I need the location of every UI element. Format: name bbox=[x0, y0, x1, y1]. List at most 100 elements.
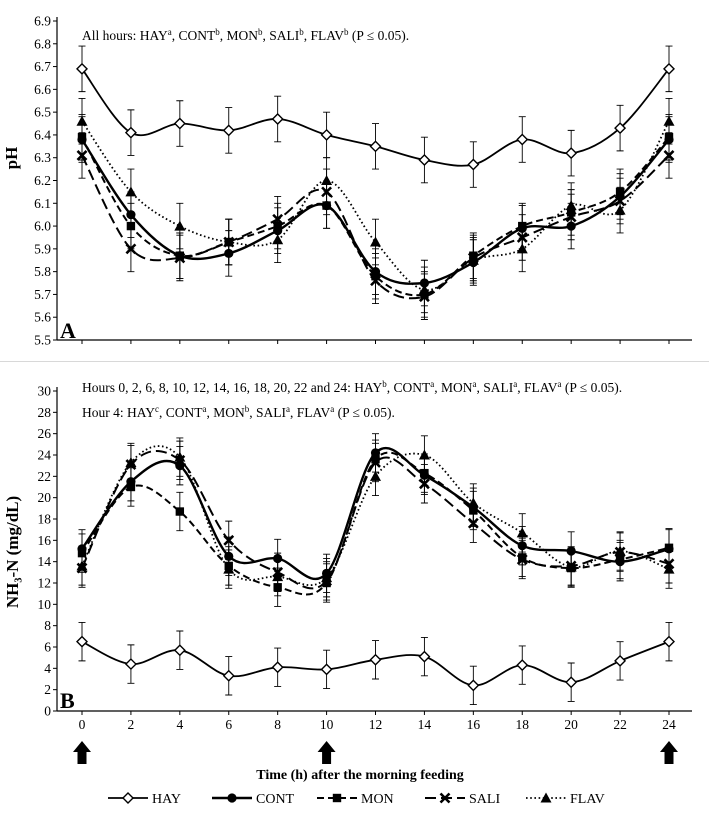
data-point-flav bbox=[76, 560, 88, 571]
data-point-flav bbox=[418, 284, 430, 295]
data-point-flav bbox=[663, 115, 675, 126]
data-point-hay bbox=[369, 140, 382, 153]
data-point-hay bbox=[516, 659, 529, 672]
panel-b-y-tick-label: 0 bbox=[44, 704, 51, 719]
panel-b-y-tick-label: 12 bbox=[38, 576, 52, 591]
data-point-flav bbox=[565, 200, 577, 211]
legend-marker-hay bbox=[122, 792, 134, 804]
data-point-flav bbox=[223, 236, 235, 247]
x-axis-label: Time (h) after the morning feeding bbox=[256, 768, 464, 783]
legend-marker-flav bbox=[540, 792, 552, 803]
panel-a-ylabel: pH bbox=[2, 147, 21, 170]
panel-b-y-tick-label: 20 bbox=[38, 490, 52, 505]
panel-a-y-tick-label: 5.7 bbox=[34, 287, 51, 302]
data-point-hay bbox=[418, 650, 431, 663]
data-point-hay bbox=[320, 128, 333, 141]
legend-marker-cont bbox=[227, 793, 237, 803]
data-point-flav bbox=[272, 234, 284, 245]
legend-label: SALI bbox=[469, 792, 500, 807]
panel-a-y-tick-label: 6.4 bbox=[34, 127, 51, 142]
data-point-hay bbox=[467, 679, 480, 692]
panel-b-y-tick-label: 6 bbox=[44, 640, 51, 655]
data-point-hay bbox=[124, 658, 137, 671]
data-point-hay bbox=[516, 133, 529, 146]
panel-a-y-tick-label: 6.5 bbox=[34, 105, 51, 120]
panel-a-annotation: All hours: HAYa, CONTb, MONb, SALIb, FLA… bbox=[82, 27, 409, 43]
data-point-flav bbox=[614, 545, 626, 556]
panel-b-x-tick-label: 0 bbox=[79, 717, 86, 732]
data-point-hay bbox=[320, 663, 333, 676]
panel-b-x-tick-label: 14 bbox=[418, 717, 432, 732]
panel-a-y-tick-label: 6.1 bbox=[34, 196, 51, 211]
panel-a-y-tick-label: 5.8 bbox=[34, 264, 51, 279]
legend: HAY CONT MON SALI FLAV bbox=[108, 792, 605, 807]
panel-b-x-tick-label: 12 bbox=[369, 717, 383, 732]
series-line-flav bbox=[81, 445, 670, 586]
panel-a-y-tick-label: 5.6 bbox=[34, 310, 51, 325]
data-point-sali bbox=[174, 252, 186, 264]
data-point-flav bbox=[467, 497, 479, 508]
data-point-hay bbox=[76, 62, 88, 75]
legend-item-mon: MON bbox=[317, 792, 394, 807]
data-point-flav bbox=[76, 115, 88, 126]
panel-b-y-tick-label: 2 bbox=[44, 682, 51, 697]
feeding-arrows bbox=[73, 741, 678, 764]
data-point-flav bbox=[174, 451, 186, 462]
panel-a-series-flav bbox=[76, 98, 675, 314]
panel-divider bbox=[0, 361, 709, 362]
data-point-hay bbox=[663, 635, 675, 648]
panel-a-letter: A bbox=[60, 318, 76, 343]
data-point-hay bbox=[565, 147, 578, 160]
data-point-flav bbox=[321, 175, 333, 185]
data-point-flav bbox=[370, 470, 381, 481]
data-point-hay bbox=[173, 117, 186, 130]
panel-b-y-tick-label: 24 bbox=[38, 448, 52, 463]
panel-b-x-tick-label: 24 bbox=[662, 717, 676, 732]
data-point-hay bbox=[222, 669, 235, 682]
data-point-flav bbox=[663, 563, 675, 574]
data-point-flav bbox=[223, 563, 235, 574]
panel-a-series-hay bbox=[76, 45, 675, 188]
data-point-sali bbox=[516, 554, 528, 565]
data-point-sali bbox=[418, 478, 430, 490]
data-point-flav bbox=[272, 571, 284, 582]
data-point-hay bbox=[614, 654, 627, 667]
data-point-flav bbox=[174, 220, 186, 231]
series-line-flav bbox=[81, 120, 670, 291]
panel-a-y-tick-label: 6.8 bbox=[34, 36, 51, 51]
data-point-sali bbox=[663, 150, 675, 161]
panel-b-y-tick-label: 8 bbox=[44, 618, 51, 633]
panel-b-series-flav bbox=[76, 435, 675, 598]
panel-b-letter: B bbox=[60, 688, 75, 713]
data-point-hay bbox=[418, 154, 431, 166]
data-point-hay bbox=[614, 122, 627, 135]
data-point-flav bbox=[467, 254, 479, 265]
panel-b-y-tick-label: 30 bbox=[38, 384, 52, 399]
data-point-flav bbox=[565, 561, 577, 572]
data-point-hay bbox=[663, 62, 675, 75]
panel-b-x-tick-label: 22 bbox=[613, 717, 627, 732]
data-point-hay bbox=[369, 653, 382, 666]
panel-b-y-tick-label: 26 bbox=[38, 426, 52, 441]
data-point-hay bbox=[76, 635, 88, 648]
data-point-sali bbox=[76, 150, 88, 161]
feeding-arrow-icon bbox=[73, 741, 91, 764]
legend-label: HAY bbox=[152, 792, 181, 807]
data-point-flav bbox=[321, 572, 333, 583]
legend-marker-sali bbox=[439, 792, 451, 804]
data-point-hay bbox=[124, 126, 137, 139]
panel-b-y-tick-label: 16 bbox=[38, 533, 52, 548]
panel-a-y-tick-label: 6.7 bbox=[34, 59, 51, 74]
panel-a-y-tick-label: 6.9 bbox=[34, 14, 51, 29]
data-point-sali bbox=[125, 243, 137, 255]
data-point-hay bbox=[271, 661, 284, 674]
data-point-mon bbox=[126, 482, 136, 492]
data-point-flav bbox=[370, 236, 381, 247]
legend-item-sali: SALI bbox=[425, 792, 500, 807]
panel-b-y-tick-label: 28 bbox=[38, 405, 52, 420]
data-point-flav bbox=[614, 204, 626, 215]
legend-item-hay: HAY bbox=[108, 792, 181, 807]
panel-a-y-tick-label: 5.5 bbox=[34, 333, 51, 348]
data-point-flav bbox=[516, 527, 528, 538]
